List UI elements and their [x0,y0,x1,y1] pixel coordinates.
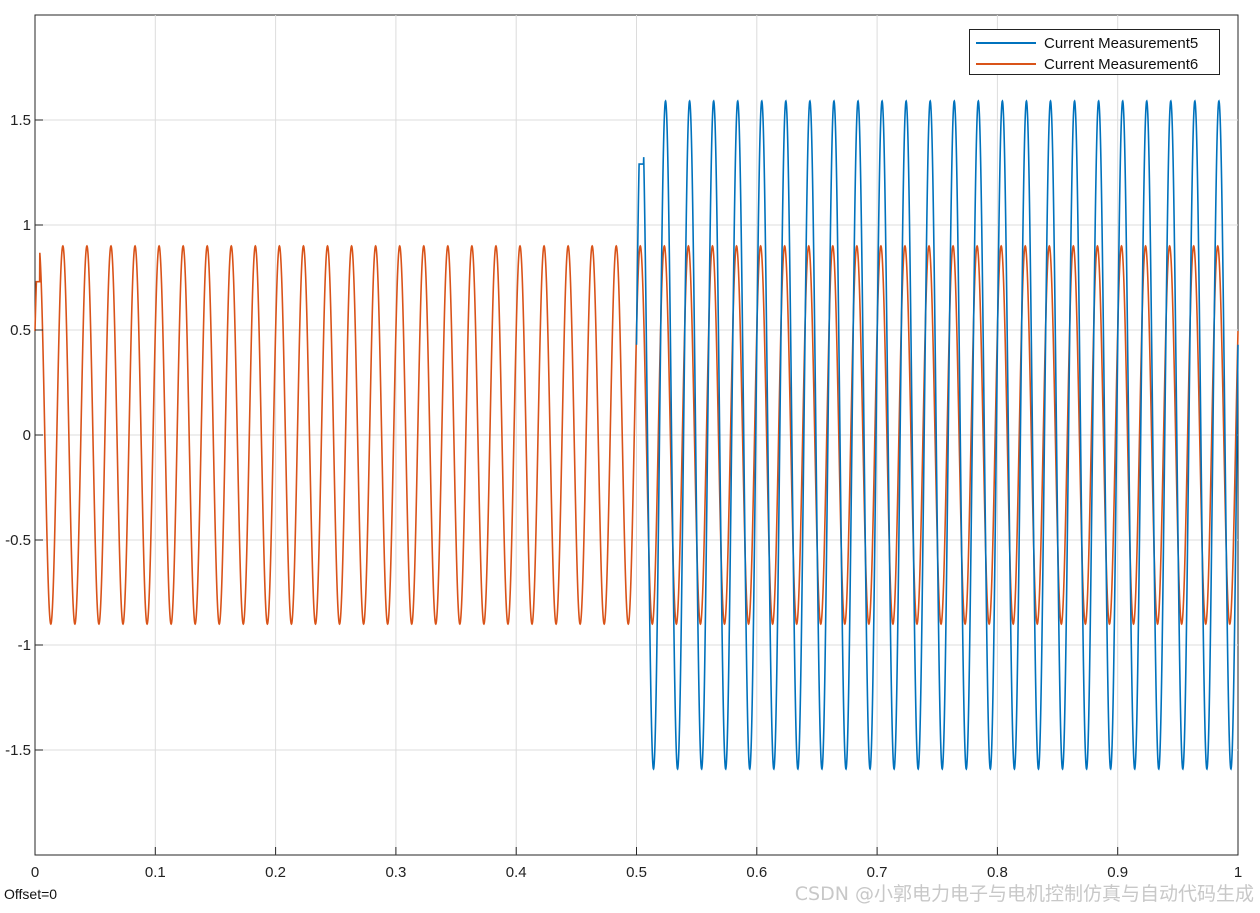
y-tick-label: 0.5 [10,322,31,339]
x-tick-label: 0.3 [385,864,406,881]
y-tick-label: 1 [23,217,31,234]
x-tick-label: 0.8 [987,864,1008,881]
y-axis-ticks: -1.5 -1 -0.5 0 0.5 1 1.5 [5,112,43,759]
x-axis-ticks: 0 0.1 0.2 0.3 0.4 0.5 0.6 0.7 0.8 0.9 1 [31,847,1242,881]
x-tick-label: 0.9 [1107,864,1128,881]
x-tick-label: 0.1 [145,864,166,881]
legend-label-current-measurement5: Current Measurement5 [1044,34,1199,52]
x-tick-label: 0.7 [867,864,888,881]
x-tick-label: 0.4 [506,864,527,881]
offset-label: Offset=0 [4,886,58,902]
y-tick-label: 0 [23,427,31,444]
series-current-measurement5 [635,99,1239,771]
legend-entry-current-measurement6: Current Measurement6 [976,54,1198,74]
watermark: CSDN @小郭电力电子与电机控制仿真与自动代码生成 [794,883,1254,905]
legend: Current Measurement5 Current Measurement… [969,29,1220,75]
y-tick-label: -1.5 [5,742,31,759]
y-tick-label: -1 [18,637,31,654]
legend-label-current-measurement6: Current Measurement6 [1044,55,1199,73]
legend-swatch-current-measurement5 [976,42,1036,44]
series-layer [34,99,1239,771]
y-tick-label: 1.5 [10,112,31,129]
x-tick-label: 0.5 [626,864,647,881]
x-tick-label: 1 [1234,864,1242,881]
x-tick-label: 0.2 [265,864,286,881]
x-tick-label: 0.6 [746,864,767,881]
legend-entry-current-measurement5: Current Measurement5 [976,33,1198,53]
x-tick-label: 0 [31,864,39,881]
legend-swatch-current-measurement6 [976,63,1036,65]
y-tick-label: -0.5 [5,532,31,549]
